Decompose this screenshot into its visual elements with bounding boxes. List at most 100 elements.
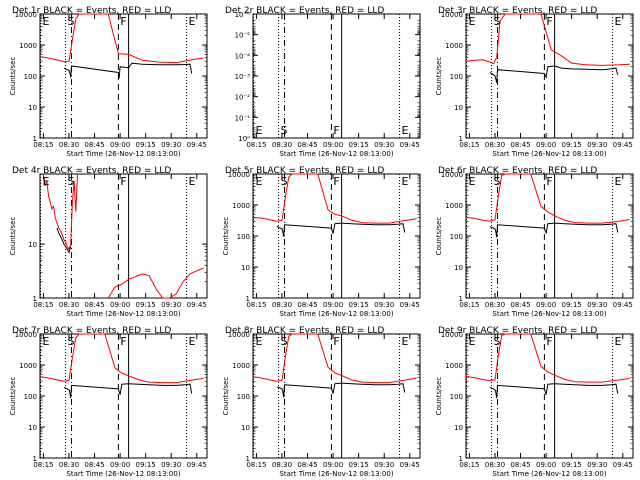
plot-frame (252, 333, 421, 459)
x-tick-label: 09:30 (161, 301, 181, 309)
y-tick-label: 10 (241, 264, 250, 272)
event-marker-E: E (43, 15, 50, 28)
chart-title: Det 4r BLACK = Events, RED = LLD (12, 166, 171, 176)
x-tick-label: 09:30 (161, 461, 181, 469)
x-tick-label: 09:00 (323, 301, 343, 309)
y-tick-label: 10⁰ (238, 135, 250, 143)
event-marker-S: S (494, 335, 501, 348)
plot-frame (39, 13, 208, 139)
series-events (489, 222, 619, 238)
series-events (63, 62, 193, 79)
x-tick-label: 09:45 (400, 141, 420, 149)
x-tick-label: 09:00 (323, 141, 343, 149)
x-tick-label: 08:15 (246, 461, 266, 469)
y-tick-label: 1000 (19, 42, 37, 50)
series-events (489, 383, 619, 399)
event-marker-S: S (494, 15, 501, 28)
event-marker-E: E (402, 124, 409, 137)
x-tick-label: 09:00 (110, 141, 130, 149)
x-tick-label: 09:15 (136, 301, 156, 309)
x-tick-label: 08:30 (59, 141, 79, 149)
x-tick-label: 08:30 (272, 141, 292, 149)
x-tick-label: 08:30 (59, 301, 79, 309)
x-tick-label: 09:00 (536, 461, 556, 469)
event-marker-S: S (68, 15, 75, 28)
y-tick-label: 1000 (232, 362, 250, 370)
series-lld-late (107, 267, 204, 299)
series-lld (465, 173, 630, 224)
y-tick-label: 1000 (445, 362, 463, 370)
x-tick-label: 08:45 (510, 301, 530, 309)
y-axis-label: Counts/sec (222, 377, 230, 416)
x-axis-label: Start Time (26-Nov-12 08:13:00) (279, 150, 393, 158)
y-tick-label: 1 (246, 455, 250, 463)
x-tick-label: 09:45 (613, 141, 633, 149)
y-axis-label: Counts/sec (222, 217, 230, 256)
event-marker-F: F (120, 335, 126, 348)
y-tick-label: 100 (450, 393, 463, 401)
event-marker-E: E (402, 175, 409, 188)
y-axis-label: Counts/sec (435, 217, 443, 256)
y-tick-label: 100 (450, 73, 463, 81)
chart-panel-2: Det 2r BLACK = Events, RED = LLD 10⁰ 10⁻¹ 1… (225, 6, 421, 158)
event-marker-E: E (256, 124, 263, 137)
x-tick-label: 08:30 (272, 301, 292, 309)
x-tick-label: 09:45 (187, 461, 207, 469)
chart-title: Det 7r BLACK = Events, RED = LLD (12, 326, 171, 336)
event-marker-E: E (402, 335, 409, 348)
chart-panel-3: Det 3r BLACK = Events, RED = LLD 1 10 100 10… (435, 6, 634, 158)
y-tick-label: 10000 (441, 171, 463, 179)
x-tick-label: 09:45 (613, 461, 633, 469)
y-tick-label: 10000 (15, 331, 37, 339)
x-tick-label: 08:15 (246, 301, 266, 309)
event-marker-F: F (546, 335, 552, 348)
x-tick-label: 08:30 (272, 461, 292, 469)
y-tick-label: 100 (24, 393, 37, 401)
x-axis-label: Start Time (26-Nov-12 08:13:00) (279, 470, 393, 478)
y-axis-label: Counts/sec (435, 57, 443, 96)
plot-frame (39, 333, 208, 459)
y-tick-label: 1000 (445, 42, 463, 50)
series-events (276, 222, 406, 237)
plot-frame (465, 173, 634, 299)
chart-title: Det 6r BLACK = Events, RED = LLD (438, 166, 597, 176)
y-tick-label: 1 (459, 295, 463, 303)
x-tick-label: 09:30 (374, 301, 394, 309)
event-marker-F: F (120, 15, 126, 28)
series-events (489, 65, 619, 84)
y-tick-label: 10⁻⁴ (235, 52, 251, 60)
y-tick-label: 10 (28, 424, 37, 432)
series-events (56, 227, 72, 254)
event-marker-S: S (494, 175, 501, 188)
event-marker-E: E (189, 335, 196, 348)
x-tick-label: 09:30 (587, 141, 607, 149)
plot-frame (39, 173, 208, 299)
y-tick-label: 10000 (441, 11, 463, 19)
x-tick-label: 09:45 (187, 141, 207, 149)
y-tick-label: 1000 (445, 202, 463, 210)
chart-panel-9: Det 9r BLACK = Events, RED = LLD 1 10 100 10… (435, 326, 634, 478)
y-tick-label: 10 (454, 424, 463, 432)
chart-panel-5: Det 5r BLACK = Events, RED = LLD 1 10 100 10… (222, 166, 421, 318)
x-axis-label: Start Time (26-Nov-12 08:13:00) (66, 310, 180, 318)
x-tick-label: 08:45 (297, 141, 317, 149)
series-events (276, 382, 406, 398)
y-axis-label: Counts/sec (9, 57, 17, 96)
x-tick-label: 09:15 (562, 461, 582, 469)
y-axis-label: Counts/sec (9, 217, 17, 256)
y-tick-label: 10000 (228, 171, 250, 179)
chart-panel-4: Det 4r BLACK = Events, RED = LLD 1 10 08:15… (9, 166, 208, 318)
event-marker-S: S (281, 335, 288, 348)
chart-panel-1: Det 1r BLACK = Events, RED = LLD 1 10 100 10… (9, 6, 208, 158)
y-tick-label: 10 (241, 424, 250, 432)
x-tick-label: 09:00 (536, 141, 556, 149)
chart-title: Det 5r BLACK = Events, RED = LLD (225, 166, 384, 176)
series-lld (42, 173, 78, 251)
event-marker-F: F (333, 175, 339, 188)
y-tick-label: 10⁻² (235, 94, 251, 102)
series-lld (39, 13, 204, 64)
x-tick-label: 09:00 (323, 461, 343, 469)
x-tick-label: 08:45 (84, 301, 104, 309)
y-tick-label: 10 (28, 241, 37, 249)
x-tick-label: 08:30 (485, 301, 505, 309)
